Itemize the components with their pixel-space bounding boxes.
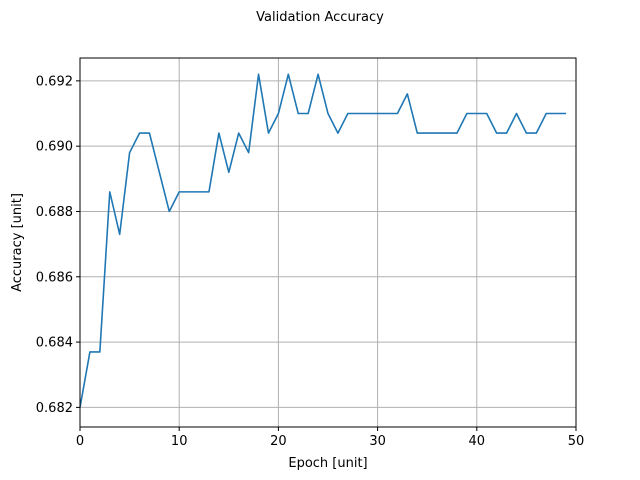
y-tick-label: 0.692 xyxy=(36,74,73,89)
y-tick-label: 0.690 xyxy=(36,140,73,155)
y-axis-label: Accuracy [unit] xyxy=(10,193,25,292)
x-tick-label: 40 xyxy=(469,434,486,449)
ticks: 0 10 20 30 40 50 0.682 0.684 0.686 0.688 0.690 0.69… xyxy=(36,74,584,449)
x-tick-label: 10 xyxy=(171,434,188,449)
x-tick-label: 0 xyxy=(76,434,84,449)
y-tick-label: 0.684 xyxy=(36,336,73,351)
x-tick-label: 50 xyxy=(568,434,585,449)
y-tick-label: 0.682 xyxy=(36,401,73,416)
x-axis-label: Epoch [unit] xyxy=(288,456,367,471)
x-tick-label: 30 xyxy=(369,434,386,449)
x-tick-label: 20 xyxy=(270,434,287,449)
chart-title: Validation Accuracy xyxy=(256,10,384,25)
y-tick-label: 0.688 xyxy=(36,205,73,220)
plot-frame xyxy=(79,57,577,428)
series-layer xyxy=(79,73,567,408)
y-tick-label: 0.686 xyxy=(36,270,73,285)
accuracy-series-line xyxy=(79,73,567,408)
